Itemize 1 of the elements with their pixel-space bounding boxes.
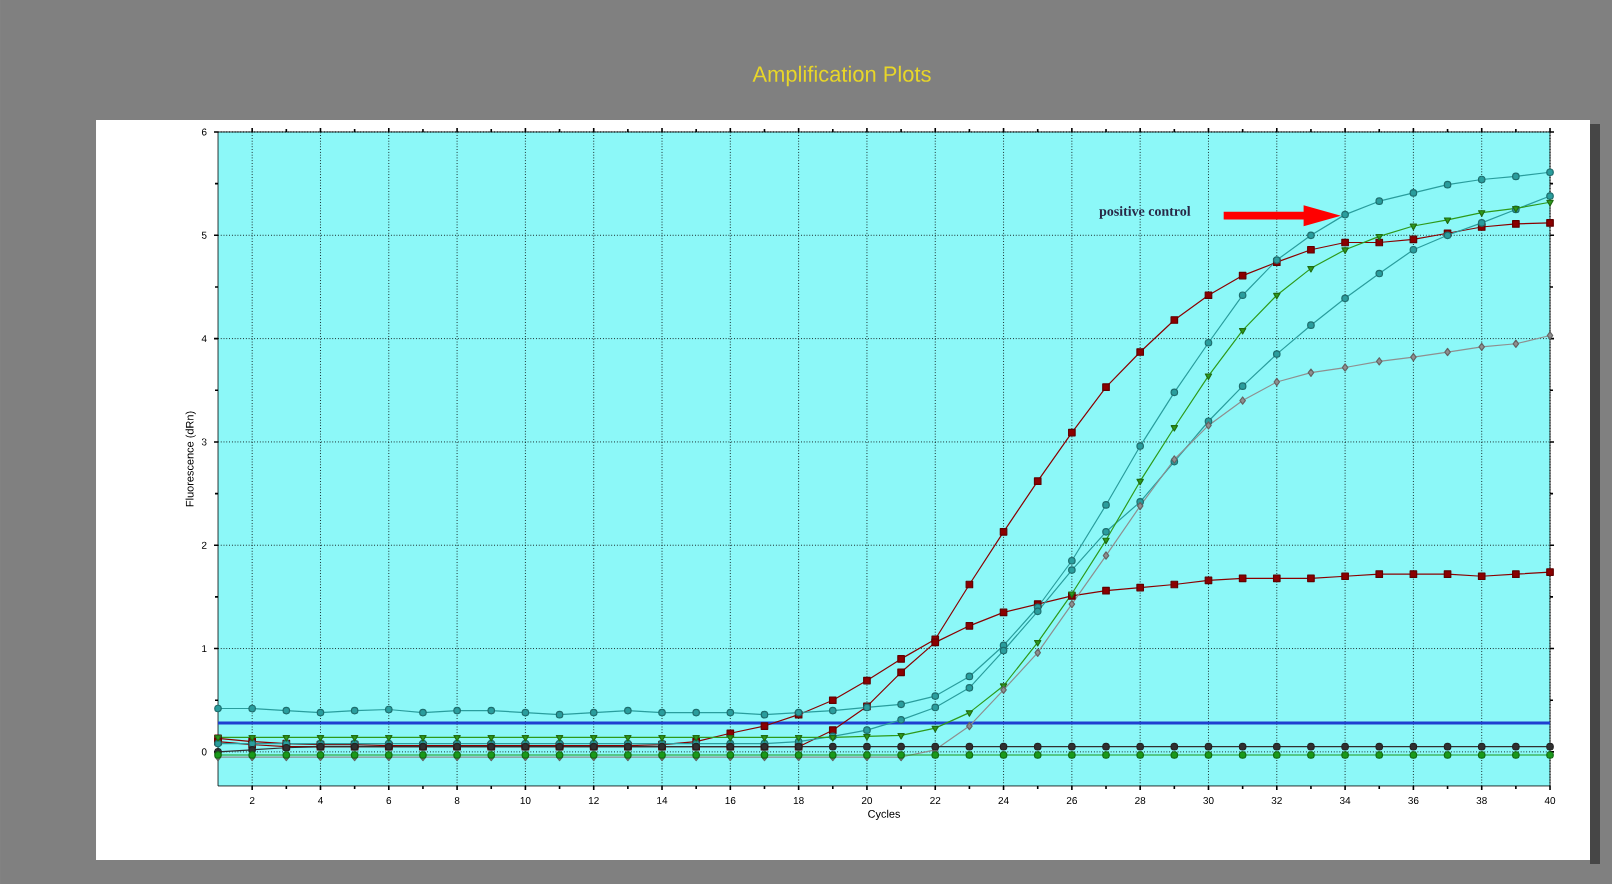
chart-title: Amplification Plots bbox=[752, 65, 931, 87]
